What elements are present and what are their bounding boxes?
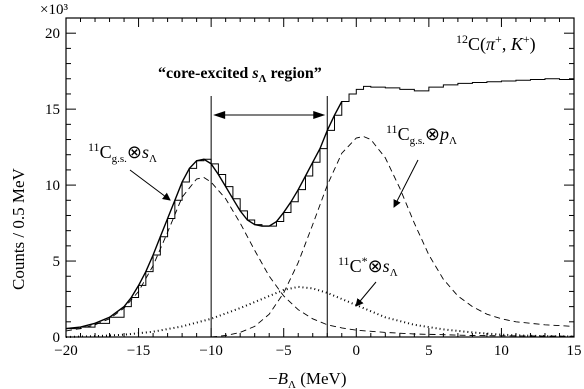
x-axis-label: −BΛ (MeV) [268,369,346,389]
axis-ticks [65,17,575,338]
component-curve-dashed-3 [211,136,575,338]
y-multiplier-label: ×10³ [40,2,68,18]
y-tick-label: 5 [53,254,61,270]
x-tick-label: 0 [353,343,361,359]
x-tick-label: −20 [54,343,77,359]
arrow-gs-s [129,169,171,201]
plot-frame [65,17,575,338]
axis-tick-labels: −20 −15 −10 −5 0 5 10 15 0 5 10 15 20 [45,26,582,359]
x-tick-label: 15 [567,343,582,359]
x-tick-label: −10 [199,343,222,359]
y-tick-label: 10 [45,178,60,194]
y-tick-label: 15 [45,102,60,118]
x-tick-label: 5 [425,343,433,359]
x-tick-label: −5 [276,343,292,359]
region-arrow-head-left [213,111,226,119]
label-gs-p: 11Cg.s.⊗pΛ [386,122,457,147]
curves [65,78,575,338]
label-exc-s: 11C*⊗sΛ [338,254,398,279]
component-curve-dotted [65,285,575,338]
region-arrow-head-right [313,111,326,119]
arrow-gs-p [393,159,419,208]
arrow-exc-s [355,281,377,307]
component-curve-dashed-2 [65,177,575,337]
x-tick-label: −15 [127,343,150,359]
total-fit-curve [65,101,343,330]
reaction-label: 12C(π+, K+) [456,32,536,55]
region-label: “core-excited sΛ region” [158,65,322,85]
y-tick-label: 0 [53,330,61,346]
label-gs-s: 11Cg.s.⊗sΛ [88,140,157,165]
x-tick-label: 10 [494,343,509,359]
region-markers [210,96,328,337]
y-axis-label: Counts / 0.5 MeV [9,167,28,290]
y-tick-label: 20 [45,26,60,42]
